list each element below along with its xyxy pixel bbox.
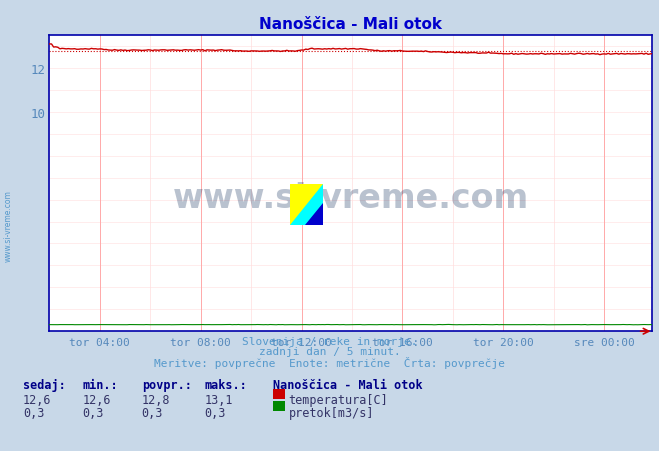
Text: 12,6: 12,6 (23, 393, 51, 406)
Text: Meritve: povprečne  Enote: metrične  Črta: povprečje: Meritve: povprečne Enote: metrične Črta:… (154, 356, 505, 368)
Title: Nanoščica - Mali otok: Nanoščica - Mali otok (260, 17, 442, 32)
Polygon shape (304, 203, 323, 226)
Text: povpr.:: povpr.: (142, 378, 192, 391)
Text: maks.:: maks.: (204, 378, 247, 391)
Text: 12,8: 12,8 (142, 393, 170, 406)
Polygon shape (290, 185, 323, 226)
Text: 12,6: 12,6 (82, 393, 111, 406)
Text: 13,1: 13,1 (204, 393, 233, 406)
Text: temperatura[C]: temperatura[C] (289, 393, 388, 406)
Text: zadnji dan / 5 minut.: zadnji dan / 5 minut. (258, 346, 401, 356)
Text: 0,3: 0,3 (204, 406, 225, 419)
Text: www.si-vreme.com: www.si-vreme.com (173, 182, 529, 215)
Text: 0,3: 0,3 (23, 406, 44, 419)
Text: min.:: min.: (82, 378, 118, 391)
Text: www.si-vreme.com: www.si-vreme.com (3, 189, 13, 262)
Text: sedaj:: sedaj: (23, 378, 66, 391)
Polygon shape (290, 185, 323, 226)
Text: Nanoščica - Mali otok: Nanoščica - Mali otok (273, 378, 423, 391)
Text: 0,3: 0,3 (142, 406, 163, 419)
Text: pretok[m3/s]: pretok[m3/s] (289, 406, 374, 419)
Text: Slovenija / reke in morje.: Slovenija / reke in morje. (242, 336, 417, 346)
Text: 0,3: 0,3 (82, 406, 103, 419)
